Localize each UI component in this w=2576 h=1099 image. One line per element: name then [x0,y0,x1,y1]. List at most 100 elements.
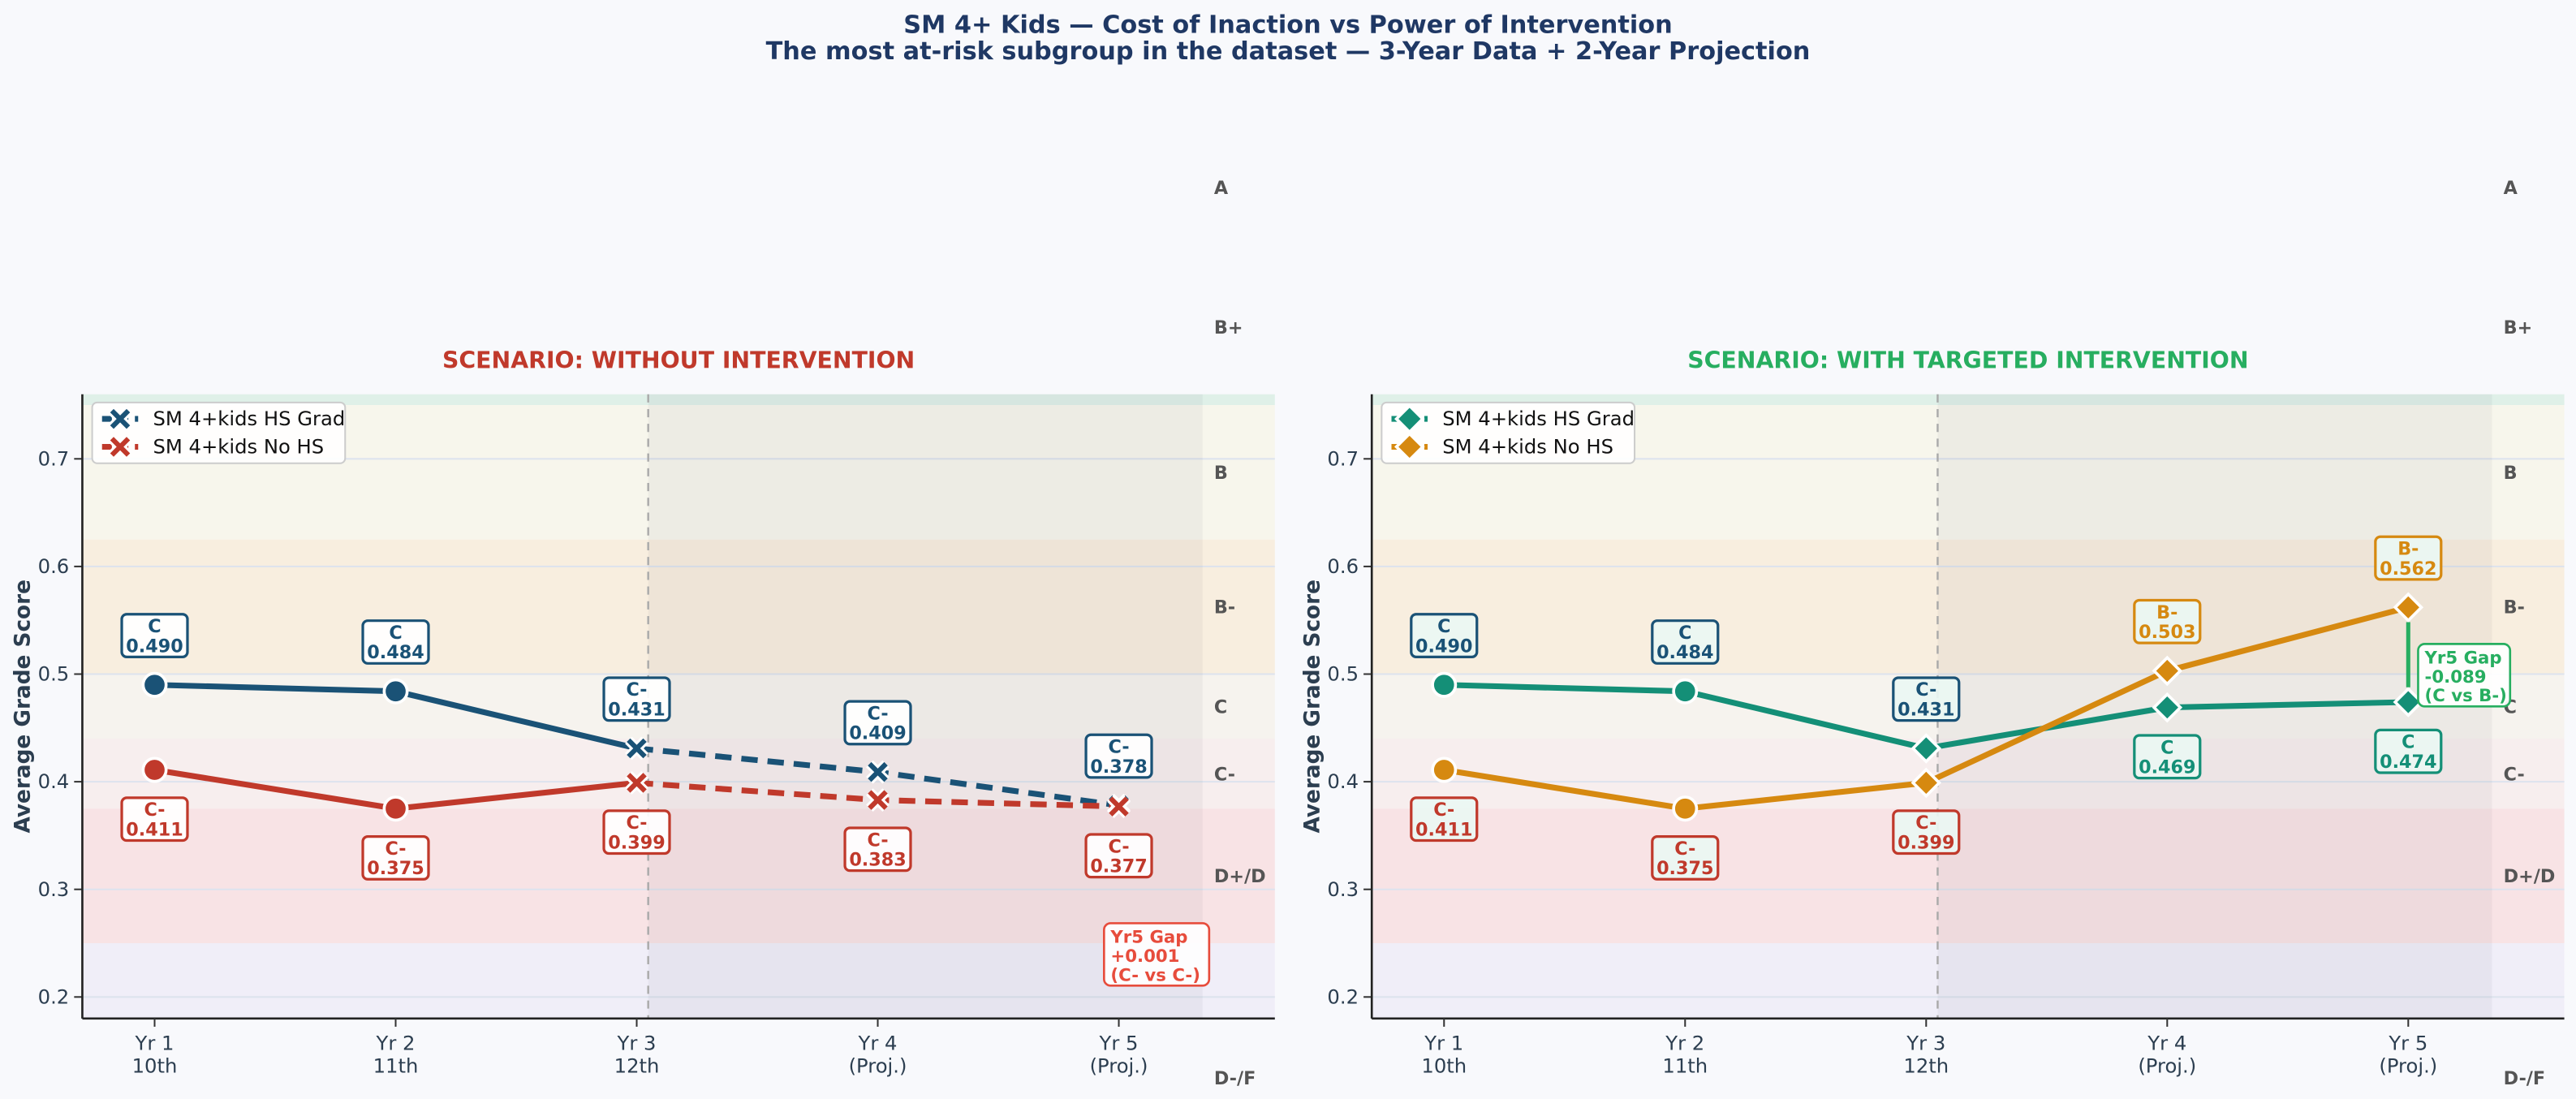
data-point [141,671,168,698]
grade-band-label: B+ [1214,317,1243,338]
data-label-value: 0.383 [849,850,906,871]
x-tick-label-line: 11th [373,1054,419,1078]
data-label-value: 0.399 [1898,832,1954,853]
gap-annotation: Yr5 Gap+0.001(C- vs C-) [1103,922,1211,987]
projection-region [648,394,1203,1019]
data-label-value: 0.490 [1415,636,1472,657]
x-tick-label-line: Yr 3 [1906,1031,1945,1054]
x-tick-label: Yr 4 (Proj.) [849,1031,907,1077]
data-label-value: 0.411 [1415,819,1472,840]
figure-subtitle: The most at-risk subgroup in the dataset… [766,37,1811,66]
x-tick-label-line: Yr 1 [1424,1031,1463,1054]
x-tick-label-line: (Proj.) [849,1054,907,1078]
data-label-grade: C- [626,679,647,700]
data-label-value: 0.474 [2380,752,2436,773]
y-tick-label: 0.6 [38,554,70,578]
data-label-value: 0.375 [367,858,424,879]
grade-band [1372,739,2565,809]
data-point [141,756,168,783]
data-label-grade: C- [385,838,406,860]
y-tick-label: 0.3 [1327,877,1359,901]
gap-annotation: Yr5 Gap-0.089(C vs B-) [2417,643,2512,708]
grade-band-label: D-/F [1214,1068,1256,1089]
data-label-value: 0.562 [2380,558,2436,580]
x-tick-label-line: Yr 5 [2388,1031,2427,1054]
grade-band-label: B+ [2504,317,2533,338]
data-point [1910,767,1942,799]
data-point [1394,431,1425,463]
data-label-value: 0.484 [367,642,424,663]
data-label-box [1892,676,1961,722]
data-label-value: 0.484 [1656,642,1713,663]
data-point [1672,795,1699,822]
data-label-box [2374,535,2443,581]
data-label-value: 0.503 [2139,622,2195,643]
grade-band-label: B [2504,463,2518,484]
x-tick-label: Yr 3 12th [1903,1031,1949,1077]
legend-label: SM 4+kids No HS [1442,435,1613,459]
figure-title: SM 4+ Kids — Cost of Inaction vs Power o… [903,11,1673,39]
y-tick-label: 0.2 [1327,985,1359,1008]
legend-box [1381,401,1636,464]
data-label-grade: B- [2156,602,2178,623]
legend-label: SM 4+kids HS Grad [153,407,345,430]
data-point [627,738,647,759]
grade-band [82,808,1275,944]
data-label-value: 0.377 [1090,856,1147,877]
x-tick-label: Yr 1 10th [132,1031,178,1077]
data-point [1431,671,1458,698]
data-label: C-0.378 [1084,733,1153,779]
data-label-box [2133,598,2202,644]
data-label: C-0.383 [843,826,912,873]
x-tick-label-line: Yr 4 [858,1031,898,1054]
gap-annotation-text: (C vs B-) [2425,686,2507,706]
y-tick-label: 0.3 [38,877,70,901]
data-point [868,761,888,782]
data-label-box [1410,796,1479,843]
data-label-grade: C- [1108,836,1129,857]
legend-label: SM 4+kids No HS [153,435,324,459]
x-tick-label: Yr 4 (Proj.) [2138,1031,2196,1077]
data-label-box [602,676,671,722]
y-tick-label: 0.5 [38,662,70,686]
grade-band-label: D+/D [1214,866,1266,887]
gap-annotation-text: +0.001 [1110,946,1179,967]
x-tick-label-line: Yr 3 [617,1031,657,1054]
data-label-box [1651,619,1720,665]
x-tick-label-line: Yr 4 [2147,1031,2186,1054]
data-label-box [1084,733,1153,779]
data-label-box [1410,613,1479,658]
data-label-box [120,613,189,658]
y-tick-label: 0.4 [1327,769,1359,793]
data-label: C-0.431 [1892,676,1961,722]
data-label-grade: C- [867,703,888,724]
data-point [1672,678,1699,705]
data-label: C0.469 [2133,734,2202,780]
data-label-box [843,700,912,746]
x-tick-label-line: Yr 1 [135,1031,174,1054]
data-label-grade: C- [1915,679,1936,700]
data-label-grade: C [148,616,161,637]
gap-annotation-box [2417,643,2512,708]
x-tick-label: Yr 5 (Proj.) [1090,1031,1148,1077]
x-tick-label-line: Yr 5 [1099,1031,1139,1054]
data-label-value: 0.469 [2139,757,2195,778]
x-tick-label-line: 10th [132,1054,178,1078]
grade-band [1372,539,2565,674]
x-tick-label-line: 11th [1662,1054,1708,1078]
data-label-grade: C- [144,799,165,821]
grade-band [82,394,1275,406]
data-label-box [602,809,671,855]
data-label: C0.490 [120,613,189,658]
data-label-value: 0.431 [1898,700,1954,721]
data-point [868,790,888,810]
data-point [627,773,647,793]
data-label-value: 0.490 [126,636,183,657]
data-label-value: 0.378 [1090,756,1147,778]
data-label-value: 0.431 [608,700,665,721]
grade-band-label: B [1214,463,1228,484]
legend: SM 4+kids HS Grad SM 4+kids No HS [91,401,347,464]
y-axis-label: Average Grade Score [11,580,36,833]
